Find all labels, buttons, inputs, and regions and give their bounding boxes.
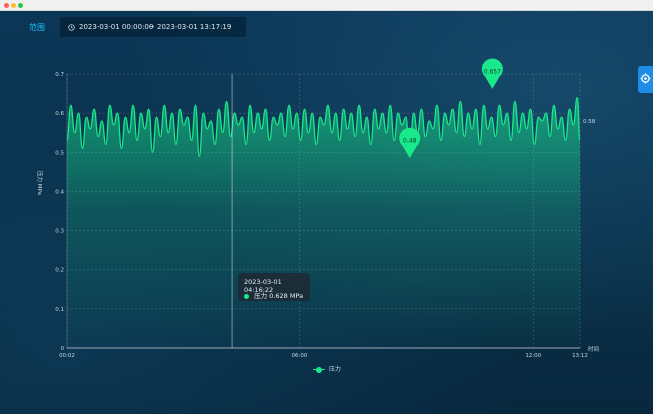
min-marker-pin: 0.48: [399, 127, 421, 159]
markline-label: 0.58: [583, 119, 596, 125]
y-tick-label: 0.3: [55, 229, 64, 235]
minimize-window-button[interactable]: [11, 3, 16, 8]
x-axis-label: 时间: [588, 345, 599, 353]
tooltip-time: 2023-03-01 04:16:22: [244, 278, 282, 294]
pressure-line: [66, 96, 581, 157]
close-window-button[interactable]: [4, 3, 9, 8]
tooltip-value: 0.628 MPa: [269, 292, 304, 300]
legend-marker: [313, 366, 325, 373]
start-time: 2023-03-01 00:00:00: [79, 23, 154, 31]
range-separator: ~: [149, 23, 155, 31]
y-tick-label: 0.1: [55, 307, 64, 313]
x-axis-ticks: 00:02 06:00 12:00 13:12: [59, 353, 588, 359]
y-tick-label: 0.7: [55, 72, 64, 78]
x-tick-label: 12:00: [525, 353, 541, 359]
chart-tooltip: 2023-03-01 04:16:22 压力 0.628 MPa: [238, 273, 310, 301]
tooltip-series-dot: [244, 293, 249, 299]
side-settings-button[interactable]: [638, 66, 653, 93]
end-time: 2023-03-01 13:17:19: [157, 23, 232, 31]
clock-icon: [68, 17, 75, 37]
marker-pin-shape: [481, 58, 503, 89]
marker-value-label: 0.657: [484, 68, 501, 75]
range-label: 范围: [29, 23, 45, 32]
x-tick-label: 06:00: [292, 353, 308, 359]
y-tick-label: 0.5: [55, 150, 64, 156]
date-range-picker[interactable]: 2023-03-01 00:00:00 ~ 2023-03-01 13:17:1…: [60, 17, 246, 37]
x-tick-label: 13:12: [572, 353, 588, 359]
y-axis-ticks: 0 0.1 0.2 0.3 0.4 0.5 0.6 0.7: [55, 72, 64, 352]
maximize-window-button[interactable]: [18, 3, 23, 8]
x-tick-label: 00:02: [59, 353, 75, 359]
y-tick-label: 0: [61, 346, 65, 352]
y-tick-label: 0.2: [55, 268, 64, 274]
chart-legend[interactable]: 压力: [313, 364, 341, 373]
y-tick-label: 0.4: [55, 189, 64, 195]
tooltip-row: 压力 0.628 MPa: [244, 290, 303, 300]
marker-value-label: 0.48: [403, 138, 417, 145]
window-titlebar: [0, 0, 653, 11]
tooltip-series-name: 压力: [254, 292, 268, 300]
pressure-area: [66, 97, 580, 348]
max-marker-pin: 0.657: [481, 58, 503, 89]
marker-pin-shape: [399, 127, 421, 159]
y-axis-label: 压力 MPa: [36, 171, 44, 195]
legend-series-name: 压力: [328, 366, 341, 373]
y-tick-label: 0.6: [55, 111, 64, 117]
